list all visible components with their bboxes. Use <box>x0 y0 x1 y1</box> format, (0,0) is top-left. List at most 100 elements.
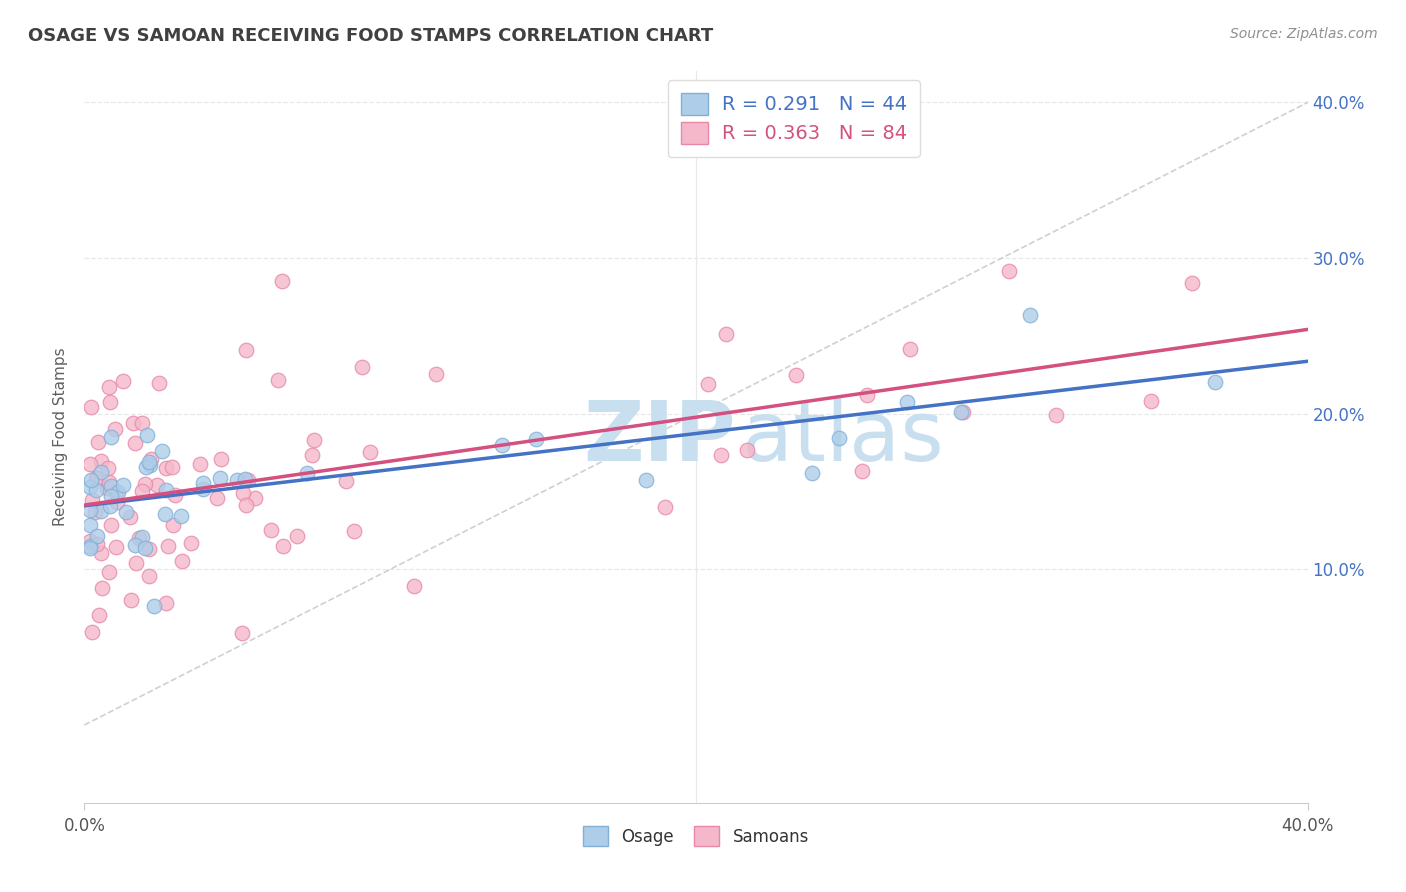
Point <box>153 507 176 521</box>
Point <box>636 473 658 487</box>
Point <box>97 475 120 490</box>
Point <box>146 477 169 491</box>
Point <box>79 480 101 494</box>
Point <box>150 443 173 458</box>
Point <box>193 475 215 490</box>
Point <box>100 479 122 493</box>
Point <box>136 428 159 442</box>
Point <box>79 457 101 471</box>
Point <box>105 484 128 499</box>
Point <box>949 404 972 418</box>
Point <box>236 473 259 487</box>
Point <box>120 593 142 607</box>
Point <box>138 569 160 583</box>
Point <box>160 459 183 474</box>
Point <box>1204 375 1226 389</box>
Text: OSAGE VS SAMOAN RECEIVING FOOD STAMPS CORRELATION CHART: OSAGE VS SAMOAN RECEIVING FOOD STAMPS CO… <box>28 27 713 45</box>
Point <box>105 495 128 509</box>
Point <box>97 461 120 475</box>
Point <box>207 491 229 506</box>
Point <box>1181 276 1204 290</box>
Text: Source: ZipAtlas.com: Source: ZipAtlas.com <box>1230 27 1378 41</box>
Point <box>191 482 214 496</box>
Point <box>138 542 160 557</box>
Point <box>156 539 179 553</box>
Point <box>97 566 120 580</box>
Point <box>710 448 733 462</box>
Point <box>172 554 194 568</box>
Point <box>697 377 720 392</box>
Point <box>235 498 257 512</box>
Point <box>232 485 254 500</box>
Point <box>404 578 426 592</box>
Point <box>343 524 366 538</box>
Point <box>120 510 142 524</box>
Point <box>100 517 122 532</box>
Point <box>124 435 146 450</box>
Point <box>271 539 294 553</box>
Point <box>141 452 163 467</box>
Point <box>828 431 851 445</box>
Point <box>79 503 101 517</box>
Legend: Osage, Samoans: Osage, Samoans <box>576 820 815 853</box>
Point <box>285 529 308 543</box>
Point <box>1018 308 1040 322</box>
Point <box>235 343 257 358</box>
Point <box>231 626 253 640</box>
Point <box>79 541 101 555</box>
Point <box>209 471 232 485</box>
Point <box>491 438 513 452</box>
Point <box>135 459 157 474</box>
Point <box>245 491 267 506</box>
Point <box>714 327 737 342</box>
Point <box>84 471 107 485</box>
Point <box>114 505 136 519</box>
Point <box>359 444 381 458</box>
Point <box>90 454 112 468</box>
Point <box>233 472 256 486</box>
Point <box>180 535 202 549</box>
Point <box>295 466 318 480</box>
Point <box>100 430 122 444</box>
Point <box>1045 408 1067 422</box>
Point <box>301 448 323 462</box>
Point <box>155 596 177 610</box>
Point <box>425 368 447 382</box>
Point <box>155 461 177 475</box>
Point <box>226 473 249 487</box>
Point <box>170 508 193 523</box>
Text: atlas: atlas <box>742 397 943 477</box>
Point <box>260 523 283 537</box>
Text: ZIP: ZIP <box>583 397 735 477</box>
Point <box>1140 393 1163 408</box>
Point <box>87 607 110 622</box>
Point <box>352 359 374 374</box>
Point <box>107 484 129 499</box>
Point <box>654 500 676 515</box>
Point <box>162 517 184 532</box>
Point <box>134 541 156 556</box>
Point <box>91 581 114 595</box>
Point <box>111 478 134 492</box>
Point <box>785 368 807 382</box>
Point <box>997 263 1019 277</box>
Point <box>90 504 112 518</box>
Point <box>122 416 145 430</box>
Point <box>84 505 107 519</box>
Point <box>96 481 118 495</box>
Point <box>138 455 160 469</box>
Point <box>87 435 110 450</box>
Point <box>124 538 146 552</box>
Point <box>801 466 824 480</box>
Point <box>86 529 108 543</box>
Point <box>898 342 921 356</box>
Point <box>856 388 879 402</box>
Point <box>142 599 165 613</box>
Point <box>134 477 156 491</box>
Point <box>302 434 325 448</box>
Point <box>84 483 107 497</box>
Point <box>80 625 103 640</box>
Point <box>86 471 108 485</box>
Point <box>80 492 103 507</box>
Point <box>98 499 121 513</box>
